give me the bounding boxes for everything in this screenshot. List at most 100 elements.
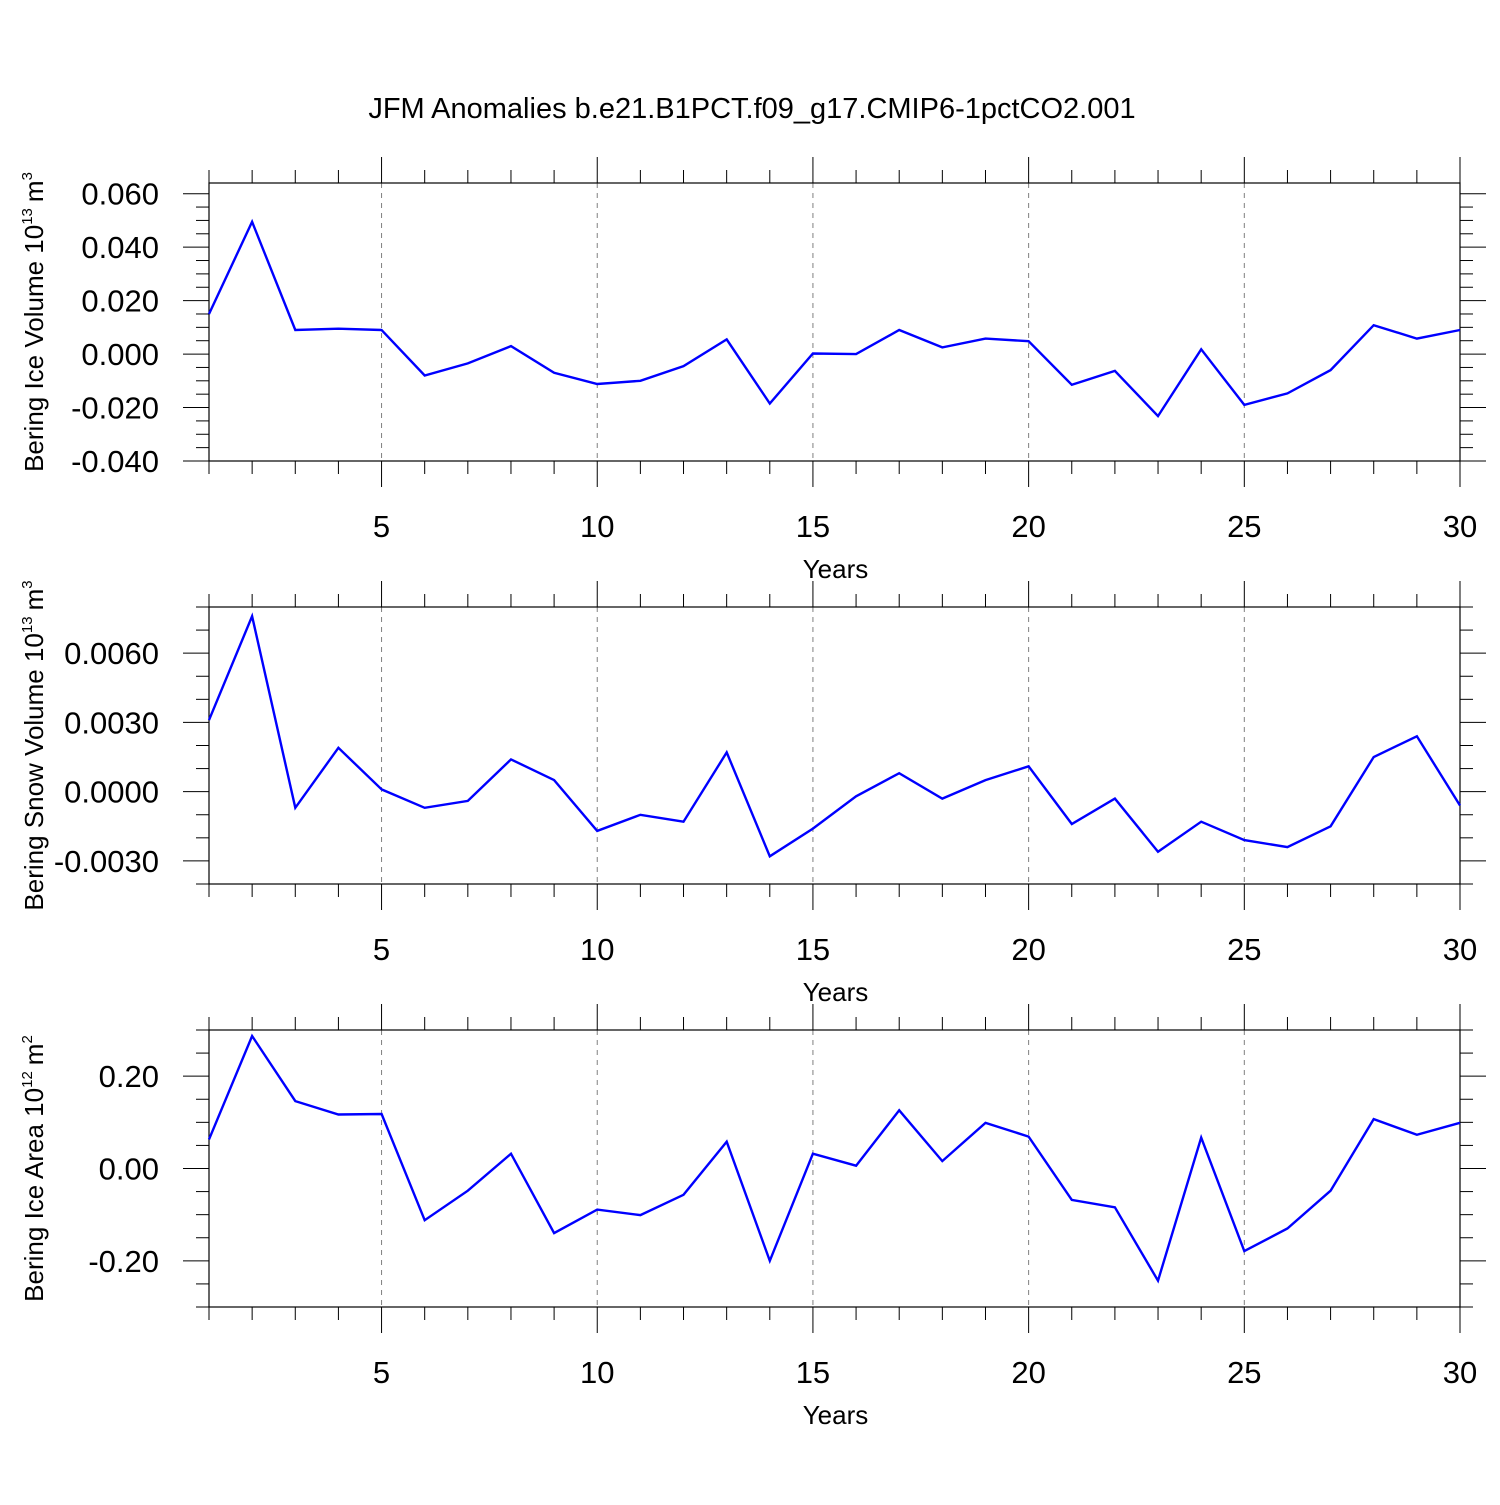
x-tick-label: 5 — [373, 1355, 390, 1390]
data-point — [1458, 328, 1462, 332]
chart-title: JFM Anomalies b.e21.B1PCT.f09_g17.CMIP6-… — [368, 93, 1135, 125]
data-point — [552, 371, 556, 375]
y-tick-label: 0.000 — [81, 337, 159, 372]
panel-2: 5 10 15 20 25 30 Years -0.0030 0.0000 0.0030 0.006… — [19, 580, 1486, 1007]
data-point — [940, 797, 944, 801]
data-point — [1199, 347, 1203, 351]
x-tick-label: 25 — [1227, 1355, 1261, 1390]
data-point — [293, 1099, 297, 1103]
data-point — [1113, 369, 1117, 373]
data-point — [1372, 755, 1376, 759]
x-tick-label: 10 — [580, 509, 614, 544]
data-point — [854, 794, 858, 798]
data-point — [1285, 391, 1289, 395]
x-tick-label: 25 — [1227, 509, 1261, 544]
data-point — [250, 220, 254, 224]
data-point — [509, 1152, 513, 1156]
data-point — [940, 1159, 944, 1163]
x-tick-label: 15 — [796, 1355, 830, 1390]
data-point — [1070, 383, 1074, 387]
plot-frame — [208, 606, 1461, 885]
data-point — [207, 312, 211, 316]
data-point — [1372, 1117, 1376, 1121]
x-tick-label: 20 — [1011, 932, 1045, 967]
y-axis-label: Bering Ice Volume 1013m3 — [19, 172, 49, 472]
data-point — [983, 778, 987, 782]
data-point — [1156, 414, 1160, 418]
y-tick-label: -0.020 — [71, 391, 159, 426]
x-axis-label: Years — [803, 1400, 869, 1430]
data-point — [811, 827, 815, 831]
data-point — [552, 1231, 556, 1235]
x-tick-label: 15 — [796, 509, 830, 544]
data-point — [1372, 323, 1376, 327]
series-line — [207, 612, 1462, 859]
x-tick-label: 25 — [1227, 932, 1261, 967]
plot-frame — [208, 1029, 1461, 1308]
y-tick-label: 0.0030 — [64, 705, 159, 740]
data-point — [1329, 824, 1333, 828]
data-point — [1242, 838, 1246, 842]
data-point — [638, 379, 642, 383]
data-point — [380, 787, 384, 791]
y-tick-label: -0.040 — [71, 444, 159, 479]
data-point — [854, 352, 858, 356]
x-tick-label: 15 — [796, 932, 830, 967]
x-tick-label: 30 — [1443, 1355, 1477, 1390]
y-tick-label: 0.040 — [81, 230, 159, 265]
data-point — [725, 337, 729, 341]
data-point — [682, 1193, 686, 1197]
data-point — [1458, 1121, 1462, 1125]
y-tick-label: 0.0000 — [64, 775, 159, 810]
data-point — [940, 345, 944, 349]
data-point — [768, 1259, 772, 1263]
data-point — [1027, 764, 1031, 768]
x-tick-label: 20 — [1011, 1355, 1045, 1390]
data-point — [1242, 403, 1246, 407]
x-tick-label: 5 — [373, 932, 390, 967]
data-point — [1329, 1189, 1333, 1193]
data-point — [1242, 1249, 1246, 1253]
data-point — [725, 750, 729, 754]
data-point — [638, 813, 642, 817]
data-point — [336, 1112, 340, 1116]
data-point — [638, 1213, 642, 1217]
data-point — [983, 337, 987, 341]
series-line — [207, 1033, 1461, 1284]
x-tick-label: 5 — [373, 509, 390, 544]
data-point — [466, 799, 470, 803]
data-point — [768, 854, 772, 858]
data-point — [207, 1137, 211, 1141]
data-point — [897, 1108, 901, 1112]
data-point — [1415, 734, 1419, 738]
y-tick-label: -0.0030 — [54, 844, 159, 879]
data-point — [983, 1121, 987, 1125]
data-point — [897, 328, 901, 332]
y-axis-label: Bering Snow Volume 1013m3 — [19, 580, 49, 910]
y-tick-label: 0.20 — [99, 1059, 159, 1094]
data-point — [1458, 804, 1462, 808]
data-point — [466, 361, 470, 365]
data-point — [250, 614, 254, 618]
data-point — [682, 820, 686, 824]
panel-3: 5 10 15 20 25 30 Years -0.20 0.00 0.20 Bering Ice … — [19, 1004, 1486, 1430]
data-point — [897, 771, 901, 775]
data-point — [423, 806, 427, 810]
data-point — [336, 327, 340, 331]
y-tick-label: 0.020 — [81, 284, 159, 319]
data-point — [1027, 339, 1031, 343]
data-point — [423, 1218, 427, 1222]
data-point — [595, 382, 599, 386]
data-point — [1113, 1205, 1117, 1209]
panel-1: 5 10 15 20 25 30 Years -0.040 -0.020 0.000 0.020 0.… — [19, 157, 1486, 584]
data-point — [509, 344, 513, 348]
y-tick-label: 0.060 — [81, 177, 159, 212]
data-point — [1329, 368, 1333, 372]
data-point — [509, 757, 513, 761]
data-point — [1415, 337, 1419, 341]
data-point — [1415, 1133, 1419, 1137]
x-tick-label: 10 — [580, 932, 614, 967]
x-axis-label: Years — [803, 977, 869, 1007]
y-tick-label: 0.00 — [99, 1152, 159, 1187]
